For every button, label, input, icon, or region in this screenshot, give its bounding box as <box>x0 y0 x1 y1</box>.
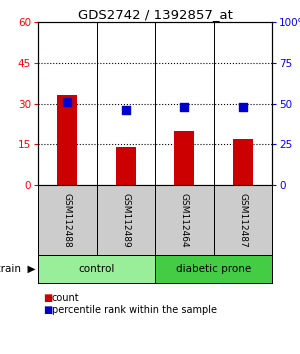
Bar <box>155 255 272 283</box>
Text: count: count <box>52 293 80 303</box>
Title: GDS2742 / 1392857_at: GDS2742 / 1392857_at <box>78 8 232 21</box>
Point <box>240 104 245 110</box>
Text: ■: ■ <box>43 305 52 315</box>
Text: strain  ▶: strain ▶ <box>0 264 35 274</box>
Text: ■: ■ <box>43 293 52 303</box>
Text: GSM112464: GSM112464 <box>180 193 189 247</box>
Bar <box>38 255 155 283</box>
Bar <box>57 95 77 185</box>
Bar <box>232 139 253 185</box>
Point <box>65 99 70 105</box>
Text: control: control <box>78 264 115 274</box>
Text: diabetic prone: diabetic prone <box>176 264 251 274</box>
Bar <box>155 185 214 255</box>
Point <box>123 107 128 113</box>
Bar <box>174 131 194 185</box>
Text: GSM112488: GSM112488 <box>63 193 72 247</box>
Bar <box>214 185 272 255</box>
Text: GSM112487: GSM112487 <box>238 193 247 247</box>
Bar <box>97 185 155 255</box>
Bar <box>38 185 97 255</box>
Point <box>182 104 187 110</box>
Text: GSM112489: GSM112489 <box>121 193 130 247</box>
Text: percentile rank within the sample: percentile rank within the sample <box>52 305 217 315</box>
Bar <box>116 147 136 185</box>
